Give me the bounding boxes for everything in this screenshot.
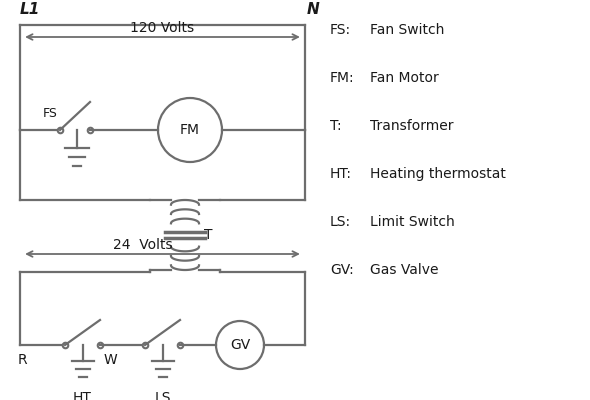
Text: Gas Valve: Gas Valve [370,263,438,277]
Text: R: R [17,353,27,367]
Text: GV:: GV: [330,263,354,277]
Text: FM: FM [180,123,200,137]
Text: W: W [104,353,118,367]
Text: FS:: FS: [330,23,351,37]
Text: Heating thermostat: Heating thermostat [370,167,506,181]
Text: Fan Switch: Fan Switch [370,23,444,37]
Text: LS:: LS: [330,215,351,229]
Text: HT:: HT: [330,167,352,181]
Text: Fan Motor: Fan Motor [370,71,439,85]
Text: LS: LS [154,391,171,400]
Text: N: N [307,2,320,17]
Text: Transformer: Transformer [370,119,454,133]
Text: FS: FS [43,107,58,120]
Text: T:: T: [330,119,342,133]
Text: L1: L1 [20,2,40,17]
Text: 120 Volts: 120 Volts [130,21,195,35]
Text: GV: GV [230,338,250,352]
Text: T: T [204,228,212,242]
Text: Limit Switch: Limit Switch [370,215,455,229]
Text: FM:: FM: [330,71,355,85]
Text: HT: HT [73,391,92,400]
Text: 24  Volts: 24 Volts [113,238,172,252]
